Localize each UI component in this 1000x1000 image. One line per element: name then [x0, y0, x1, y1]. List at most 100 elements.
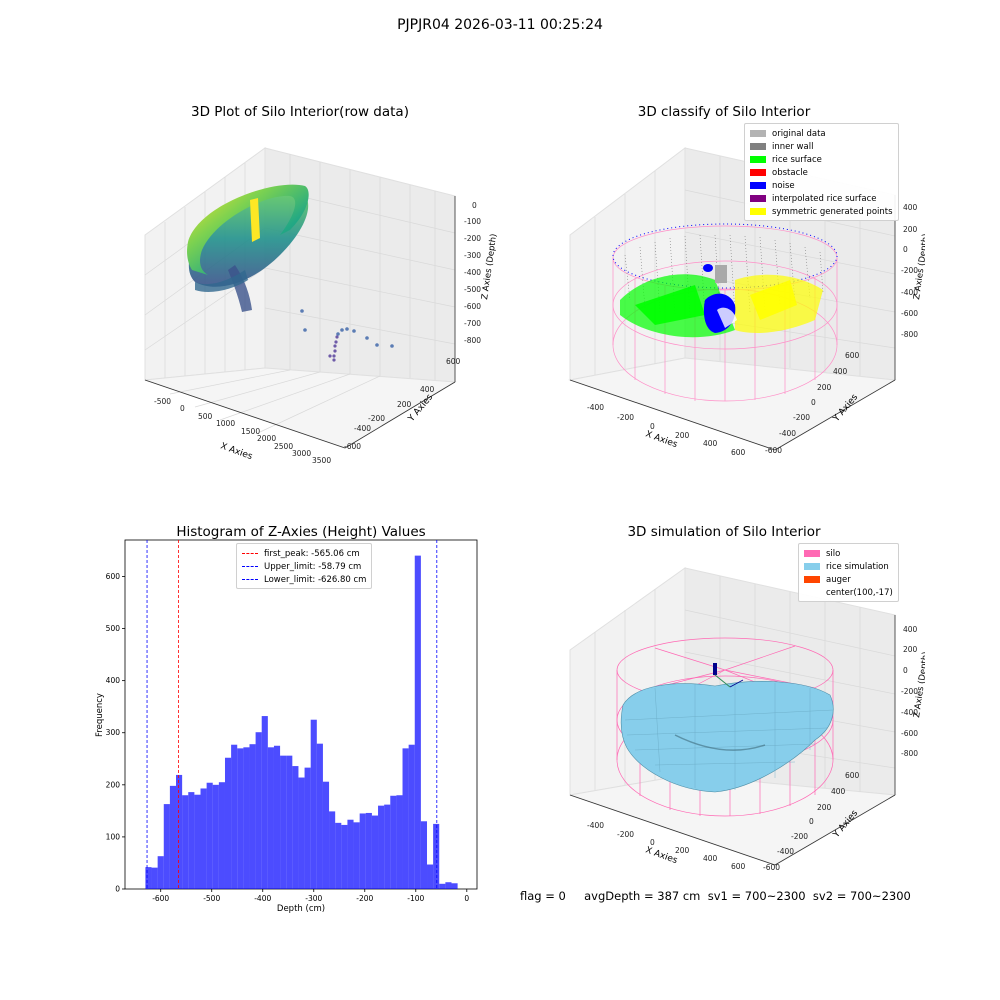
histogram-bar: [316, 743, 323, 889]
y-tick-label: 200: [817, 383, 832, 392]
x-tick-label: -100: [407, 894, 424, 903]
classify-legend: original data inner wall rice surface ob…: [744, 123, 899, 221]
x-tick-label: -300: [305, 894, 322, 903]
status-text: flag = 0 avgDepth = 387 cm sv1 = 700~230…: [520, 889, 911, 903]
classify-plot-title: 3D classify of Silo Interior: [637, 104, 811, 120]
z-tick-label: -800: [901, 330, 918, 339]
legend-label: auger: [826, 574, 851, 585]
legend-swatch: [750, 169, 766, 176]
legend-item: Upper_limit: -58.79 cm: [242, 560, 366, 573]
histogram-bar: [261, 716, 268, 889]
x-tick-label: -200: [356, 894, 373, 903]
histogram-bar: [298, 777, 305, 889]
histogram-bar: [157, 856, 164, 889]
x-tick-label: -400: [587, 821, 604, 830]
histogram-bar: [445, 882, 452, 889]
histogram-bar: [249, 744, 256, 889]
z-tick-label: -100: [464, 217, 481, 226]
legend-swatch: [242, 553, 258, 554]
histogram-bar: [329, 811, 336, 889]
y-tick-label: 600: [106, 572, 121, 581]
legend-label: symmetric generated points: [772, 206, 893, 217]
histogram-bar: [145, 867, 152, 889]
y-tick-label: 500: [106, 624, 121, 633]
y-tick-label: -200: [791, 832, 808, 841]
y-tick-label: 100: [106, 832, 121, 841]
x-tick-label: 200: [675, 846, 690, 855]
x-axis-label: X Axies: [644, 845, 679, 866]
histogram-bar: [292, 766, 299, 889]
x-tick-label: 0: [650, 422, 655, 431]
x-axis-label: Depth (cm): [277, 904, 325, 914]
z-tick-label: -800: [464, 336, 481, 345]
z-tick-label: -600: [901, 729, 918, 738]
legend-label: silo: [826, 548, 841, 559]
y-tick-label: 400: [420, 385, 435, 394]
x-tick-label: 3500: [312, 456, 331, 465]
legend-swatch: [750, 130, 766, 137]
z-tick-label: 0: [903, 666, 908, 675]
x-tick-label: -500: [203, 894, 220, 903]
legend-item: rice simulation: [804, 560, 893, 573]
histogram-bar: [451, 883, 458, 889]
simulation-3d-plot: -400 -200 0 200 400 600 X Axies 600 400 …: [569, 567, 925, 872]
y-axis-label: Frequency: [95, 693, 105, 737]
legend-swatch: [750, 195, 766, 202]
y-tick-label: 300: [106, 728, 121, 737]
x-tick-label: 0: [464, 894, 469, 903]
z-axis-label: Z Axies (Depth): [480, 233, 499, 300]
y-tick-label: 200: [106, 780, 121, 789]
legend-item: noise: [750, 179, 893, 192]
legend-swatch: [750, 156, 766, 163]
legend-item: rice surface: [750, 153, 893, 166]
y-tick-label: 0: [115, 885, 120, 894]
histogram-bar: [212, 784, 219, 889]
legend-label: first_peak: -565.06 cm: [264, 548, 360, 559]
raw-x-ticks: -500 0 500 1000 1500 2000 2500 3000 3500: [154, 397, 331, 465]
histogram-bar: [427, 864, 434, 889]
histogram-bar: [182, 795, 189, 889]
histogram-bar: [414, 555, 421, 889]
histogram-bar: [151, 867, 158, 889]
legend-swatch: [242, 579, 258, 580]
z-tick-label: -300: [464, 251, 481, 260]
x-tick-label: 3000: [292, 449, 311, 458]
histogram-bar: [169, 785, 177, 889]
legend-label: center(100,-17): [826, 587, 893, 598]
x-tick-label: 600: [731, 448, 746, 457]
figure-title: PJPJR04 2026-03-11 00:25:24: [397, 17, 603, 33]
x-tick-label: 400: [703, 854, 718, 863]
legend-label: rice surface: [772, 154, 822, 165]
histogram-legend: first_peak: -565.06 cm Upper_limit: -58.…: [236, 543, 373, 589]
y-tick-label: 0: [811, 398, 816, 407]
histogram-bar: [365, 812, 372, 889]
y-tick-label: 600: [845, 771, 860, 780]
legend-item: obstacle: [750, 166, 893, 179]
z-tick-label: 0: [472, 201, 477, 210]
legend-label: noise: [772, 180, 795, 191]
x-tick-label: -400: [587, 403, 604, 412]
histogram-bar: [378, 805, 385, 889]
histogram-bar: [188, 792, 195, 889]
legend-label: original data: [772, 128, 826, 139]
y-tick-label: -600: [763, 863, 780, 872]
z-tick-label: -400: [464, 268, 481, 277]
simulation-legend: silo rice simulation auger center(100,-1…: [798, 543, 899, 602]
x-tick-label: 600: [731, 862, 746, 871]
raw-plot-title: 3D Plot of Silo Interior(row data): [191, 104, 409, 120]
y-tick-label: 600: [845, 351, 860, 360]
legend-item: original data: [750, 127, 893, 140]
legend-swatch: [804, 563, 820, 570]
legend-item: first_peak: -565.06 cm: [242, 547, 366, 560]
histogram-bar: [384, 804, 391, 889]
z-tick-label: -400: [901, 288, 918, 297]
simulation-plot-title: 3D simulation of Silo Interior: [627, 524, 821, 540]
z-axis-label: Z Axies (Depth): [912, 651, 925, 718]
histogram-bar: [439, 883, 446, 889]
legend-label: inner wall: [772, 141, 814, 152]
histogram-bar: [231, 744, 238, 889]
legend-label: interpolated rice surface: [772, 193, 877, 204]
legend-label: obstacle: [772, 167, 808, 178]
x-tick-label: 1000: [216, 419, 235, 428]
x-tick-label: 1500: [241, 427, 260, 436]
